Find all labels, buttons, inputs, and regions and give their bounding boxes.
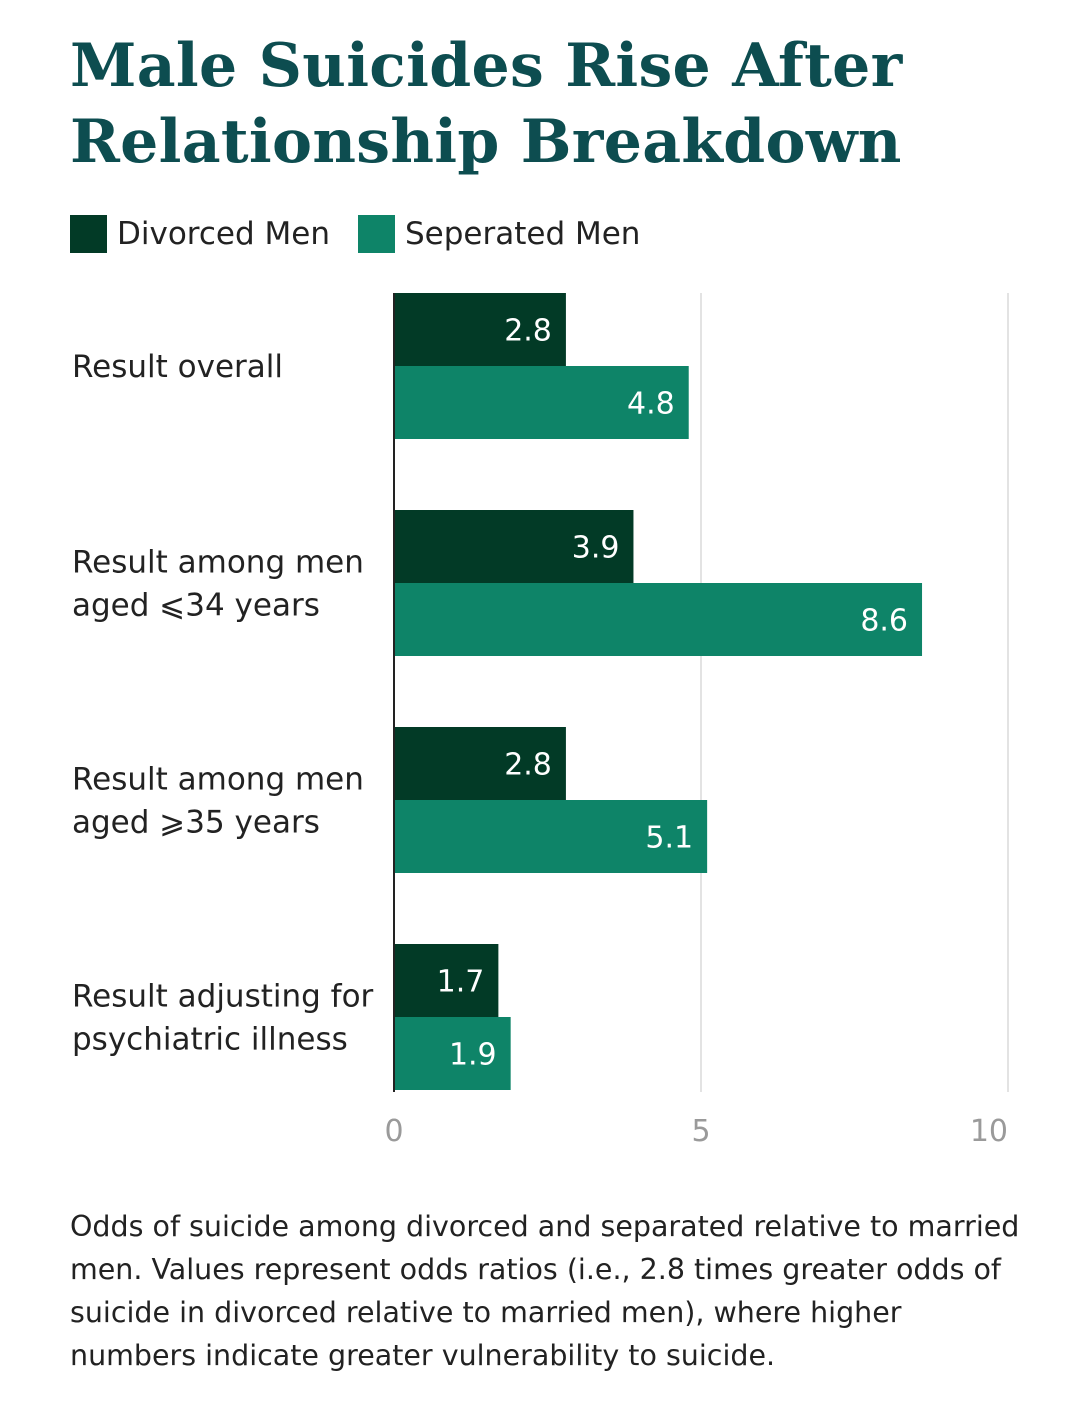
data-label-separated-2: 5.1: [645, 821, 693, 856]
bar-divorced-2: [394, 727, 566, 800]
bar-chart: 2.8 4.8 Result overall 3.9 8.6 Result among m…: [72, 293, 1009, 1149]
legend-label-divorced: Divorced Men: [117, 216, 330, 252]
bar-separated-0: [394, 366, 689, 439]
bar-separated-1: [394, 583, 923, 656]
category-label-3: Result adjusting for psychiatric illness: [72, 979, 374, 1058]
bar-divorced-1: [394, 510, 634, 583]
data-label-divorced-0: 2.8: [504, 314, 552, 349]
chart-caption: Odds of suicide among divorced and separ…: [70, 1210, 1020, 1372]
legend-swatch-separated: [357, 215, 395, 253]
legend-label-separated: Seperated Men: [404, 216, 641, 252]
chart-title: Male Suicides Rise After Relationship Br…: [70, 31, 903, 177]
data-label-separated-1: 8.6: [860, 604, 908, 639]
bar-separated-2: [394, 800, 708, 873]
data-label-divorced-1: 3.9: [572, 531, 620, 566]
category-label-1: Result among men aged ⩽34 years: [72, 545, 364, 624]
legend-item-divorced: Divorced Men: [70, 215, 330, 253]
x-tick-label-10: 10: [970, 1114, 1008, 1149]
category-label-0: Result overall: [72, 349, 283, 385]
bar-separated-3: [394, 1017, 511, 1090]
legend: Divorced Men Seperated Men: [70, 214, 668, 254]
bar-divorced-3: [394, 944, 499, 1017]
data-label-divorced-2: 2.8: [504, 748, 552, 783]
x-tick-label-0: 0: [384, 1114, 403, 1149]
legend-item-separated: Seperated Men: [357, 215, 641, 253]
category-label-2: Result among men aged ⩾35 years: [72, 762, 364, 841]
data-label-divorced-3: 1.7: [437, 965, 485, 1000]
data-label-separated-3: 1.9: [449, 1038, 497, 1073]
x-tick-label-5: 5: [691, 1114, 710, 1149]
legend-swatch-divorced: [70, 215, 107, 253]
data-label-separated-0: 4.8: [627, 387, 675, 422]
bar-divorced-0: [394, 293, 566, 366]
